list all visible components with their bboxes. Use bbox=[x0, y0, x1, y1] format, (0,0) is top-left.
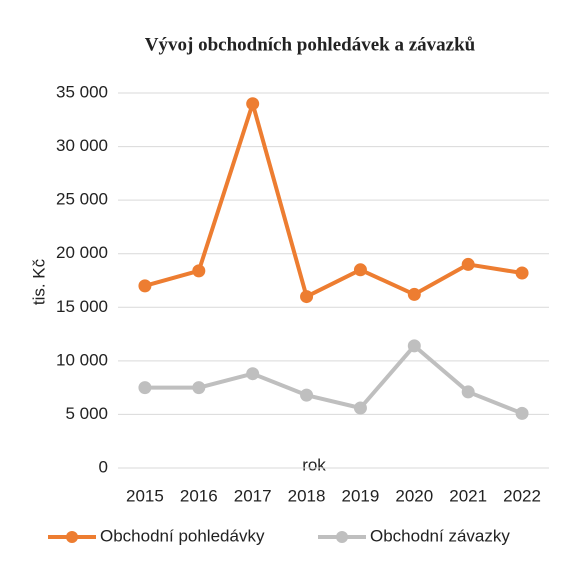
x-tick-label: 2020 bbox=[395, 486, 433, 505]
marker bbox=[461, 385, 475, 399]
marker bbox=[515, 266, 529, 280]
series-line bbox=[144, 101, 523, 299]
x-tick-label: 2016 bbox=[180, 486, 218, 505]
marker bbox=[515, 406, 529, 420]
chart-title: Vývoj obchodních pohledávek a závazků bbox=[145, 34, 476, 55]
legend-marker bbox=[336, 531, 348, 543]
x-tick-label: 2022 bbox=[503, 486, 541, 505]
y-tick-label: 10 000 bbox=[56, 350, 108, 369]
series-line bbox=[144, 343, 523, 416]
y-tick-label: 20 000 bbox=[56, 243, 108, 262]
marker bbox=[300, 290, 314, 304]
x-tick-label: 2021 bbox=[449, 486, 487, 505]
x-tick-label: 2017 bbox=[234, 486, 272, 505]
marker bbox=[192, 381, 206, 395]
marker bbox=[407, 339, 421, 353]
legend-label: Obchodní pohledávky bbox=[100, 526, 265, 545]
marker bbox=[192, 264, 206, 278]
legend-marker bbox=[66, 531, 78, 543]
y-axis-label: tis. Kč bbox=[29, 258, 48, 305]
legend-label: Obchodní závazky bbox=[370, 526, 510, 545]
marker bbox=[138, 381, 152, 395]
marker bbox=[300, 388, 314, 402]
x-tick-label: 2015 bbox=[126, 486, 164, 505]
x-tick-label: 2018 bbox=[288, 486, 326, 505]
y-tick-label: 30 000 bbox=[56, 136, 108, 155]
marker bbox=[246, 97, 260, 111]
y-tick-label: 25 000 bbox=[56, 190, 108, 209]
y-tick-label: 0 bbox=[99, 457, 108, 476]
x-tick-label: 2019 bbox=[342, 486, 380, 505]
y-tick-label: 15 000 bbox=[56, 297, 108, 316]
marker bbox=[461, 257, 475, 271]
y-tick-label: 35 000 bbox=[56, 82, 108, 101]
marker bbox=[353, 263, 367, 277]
x-axis-label: rok bbox=[302, 455, 326, 474]
marker bbox=[353, 401, 367, 415]
marker bbox=[246, 367, 260, 381]
marker bbox=[138, 279, 152, 293]
y-tick-label: 5 000 bbox=[65, 404, 108, 423]
marker bbox=[407, 287, 421, 301]
